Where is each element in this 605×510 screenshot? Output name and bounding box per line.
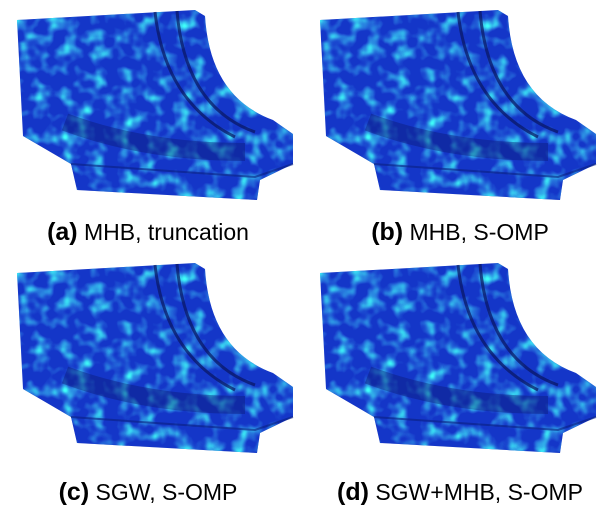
figure: (a) MHB, truncation (b) MHB, S-OMP (c) S… [0,0,605,510]
caption-text: SGW+MHB, S-OMP [375,479,583,505]
caption: (d) SGW+MHB, S-OMP [337,478,583,506]
caption: (c) SGW, S-OMP [59,478,238,506]
render-d [308,255,598,460]
caption-label: (b) [371,218,403,246]
page: {"panels": [ {"label": "(a)", "text": "M… [0,0,605,510]
caption-text: MHB, truncation [84,219,249,245]
render-b [308,2,598,207]
caption-label: (a) [47,218,78,246]
caption-label: (c) [59,478,90,506]
caption: (b) MHB, S-OMP [371,218,549,246]
caption-text: MHB, S-OMP [410,219,549,245]
render-a [5,2,295,207]
caption: (a) MHB, truncation [47,218,249,246]
caption-text: SGW, S-OMP [96,479,238,505]
caption-label: (d) [337,478,369,506]
render-c [5,255,295,460]
